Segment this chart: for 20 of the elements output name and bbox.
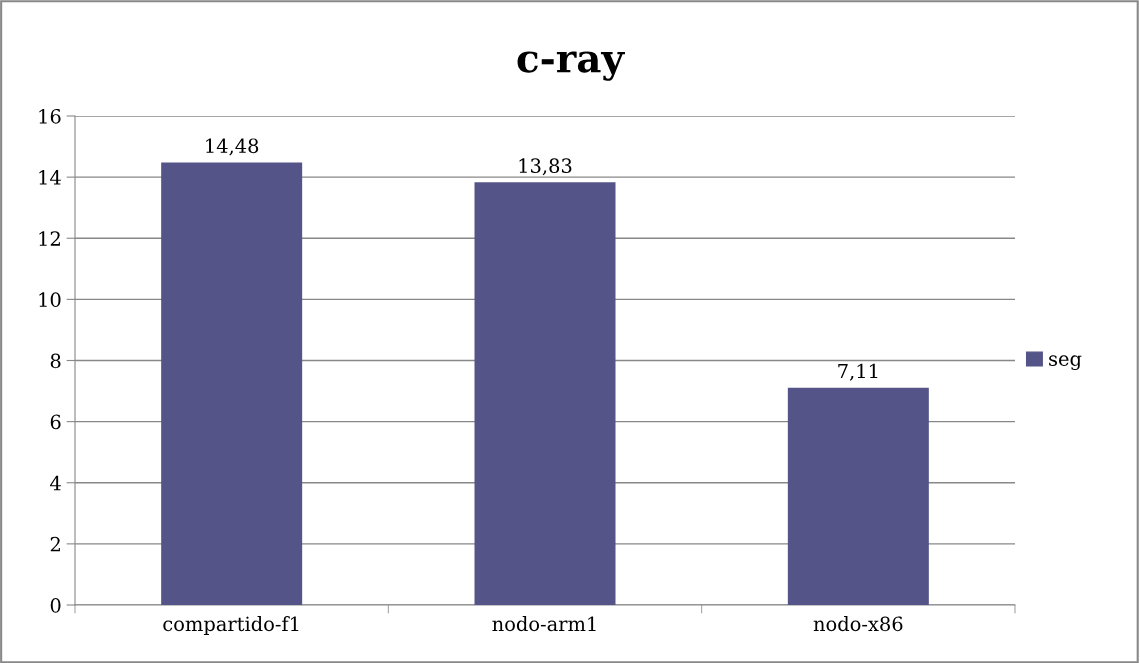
y-tick-label: 8: [50, 353, 61, 369]
x-tick-label: nodo-arm1: [492, 616, 596, 632]
y-tick-label: 14: [39, 170, 61, 185]
x-tick-label: nodo-x86: [813, 616, 903, 632]
bar: [787, 387, 929, 605]
data-label: 13,83: [519, 158, 572, 176]
y-tick-label: 16: [39, 108, 61, 124]
bar: [474, 182, 616, 605]
legend-label: seg: [1049, 355, 1082, 371]
y-tick-label: 0: [50, 597, 61, 613]
y-tick-label: 6: [50, 414, 61, 430]
chart-title: c-ray: [517, 51, 625, 81]
y-tick-label: 2: [50, 536, 60, 552]
data-label: 7,11: [838, 363, 878, 381]
x-tick-label: compartido-f1: [163, 616, 299, 635]
bar: [161, 162, 303, 605]
y-tick-label: 4: [50, 475, 61, 491]
data-label: 14,48: [206, 138, 259, 156]
y-tick-label: 10: [39, 292, 61, 308]
y-tick-label: 12: [39, 231, 60, 246]
